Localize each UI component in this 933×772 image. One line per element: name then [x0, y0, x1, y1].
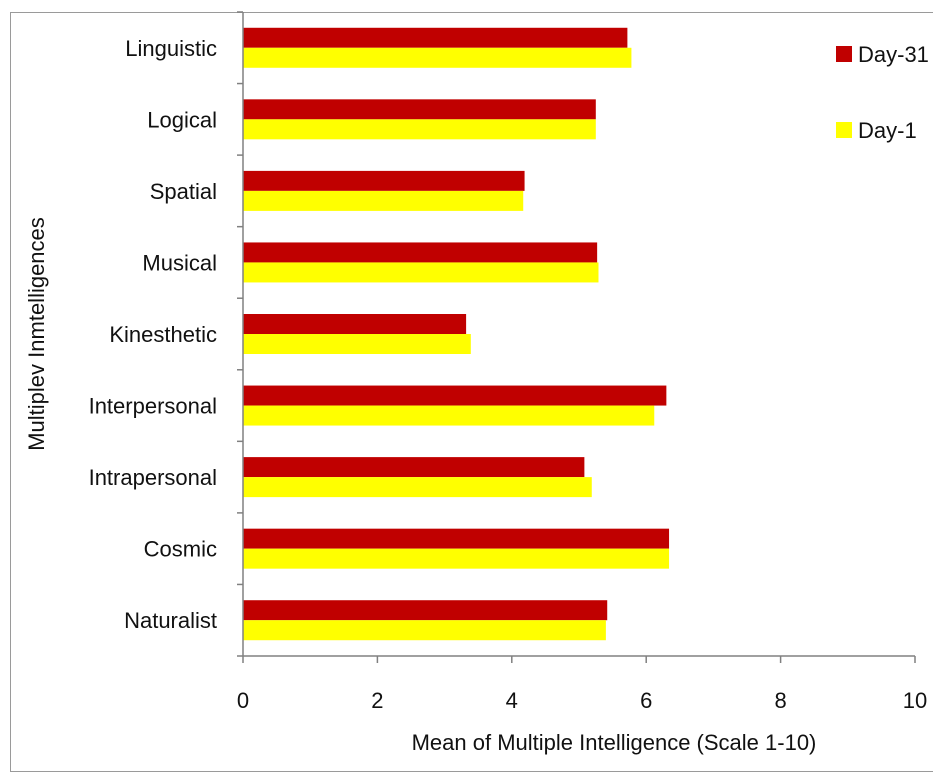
bar-day-1-kinesthetic — [243, 334, 471, 354]
bar-day-1-intrapersonal — [243, 477, 592, 498]
bar-day-31-intrapersonal — [243, 457, 585, 478]
bar-chart: Linguistic Logical Spatial Musical Kinesthet… — [24, 11, 929, 755]
bar-day-31-interpersonal — [243, 385, 667, 406]
bar-day-1-cosmic — [243, 548, 670, 569]
bar-day-1-musical — [243, 262, 599, 283]
bar-day-31-musical — [243, 242, 598, 263]
bar-day-31-kinesthetic — [243, 314, 467, 334]
y-tick-label: Naturalist — [124, 608, 217, 633]
y-ticks-group: Linguistic Logical Spatial Musical Kinesthet… — [89, 11, 243, 657]
bars-group — [243, 27, 670, 641]
bar-day-1-logical — [243, 119, 596, 140]
bar-day-31-spatial — [243, 170, 525, 191]
legend-swatch — [836, 46, 852, 62]
x-tick-label: 4 — [506, 688, 518, 713]
bar-day-1-naturalist — [243, 620, 606, 641]
bar-day-31-naturalist — [243, 600, 608, 621]
y-tick-label: Interpersonal — [89, 394, 217, 419]
legend-label: Day-31 — [858, 42, 929, 67]
y-tick-label: Linguistic — [125, 36, 217, 61]
x-axis-title: Mean of Multiple Intelligence (Scale 1-1… — [412, 730, 817, 755]
bar-day-1-linguistic — [243, 47, 632, 68]
bar-day-1-spatial — [243, 190, 524, 211]
x-tick-label: 0 — [237, 688, 249, 713]
legend-swatch — [836, 122, 852, 138]
axes-group — [242, 12, 915, 657]
y-tick-label: Logical — [147, 107, 217, 132]
x-tick-label: 8 — [774, 688, 786, 713]
legend-label: Day-1 — [858, 118, 917, 143]
y-axis-title: Multiplev Inmtelligences — [24, 217, 49, 451]
x-tick-label: 6 — [640, 688, 652, 713]
y-tick-label: Kinesthetic — [109, 322, 217, 347]
bar-day-1-interpersonal — [243, 405, 655, 426]
y-tick-label: Musical — [142, 250, 217, 275]
legend: Day-31 Day-1 — [836, 42, 929, 143]
y-tick-label: Cosmic — [144, 537, 217, 562]
x-ticks-group: 0 2 4 6 8 10 — [237, 656, 927, 713]
x-tick-label: 10 — [903, 688, 927, 713]
y-tick-label: Spatial — [150, 179, 217, 204]
bar-day-31-linguistic — [243, 27, 628, 48]
x-tick-label: 2 — [371, 688, 383, 713]
bar-day-31-cosmic — [243, 528, 670, 549]
bar-day-31-logical — [243, 99, 596, 120]
y-tick-label: Intrapersonal — [89, 465, 217, 490]
